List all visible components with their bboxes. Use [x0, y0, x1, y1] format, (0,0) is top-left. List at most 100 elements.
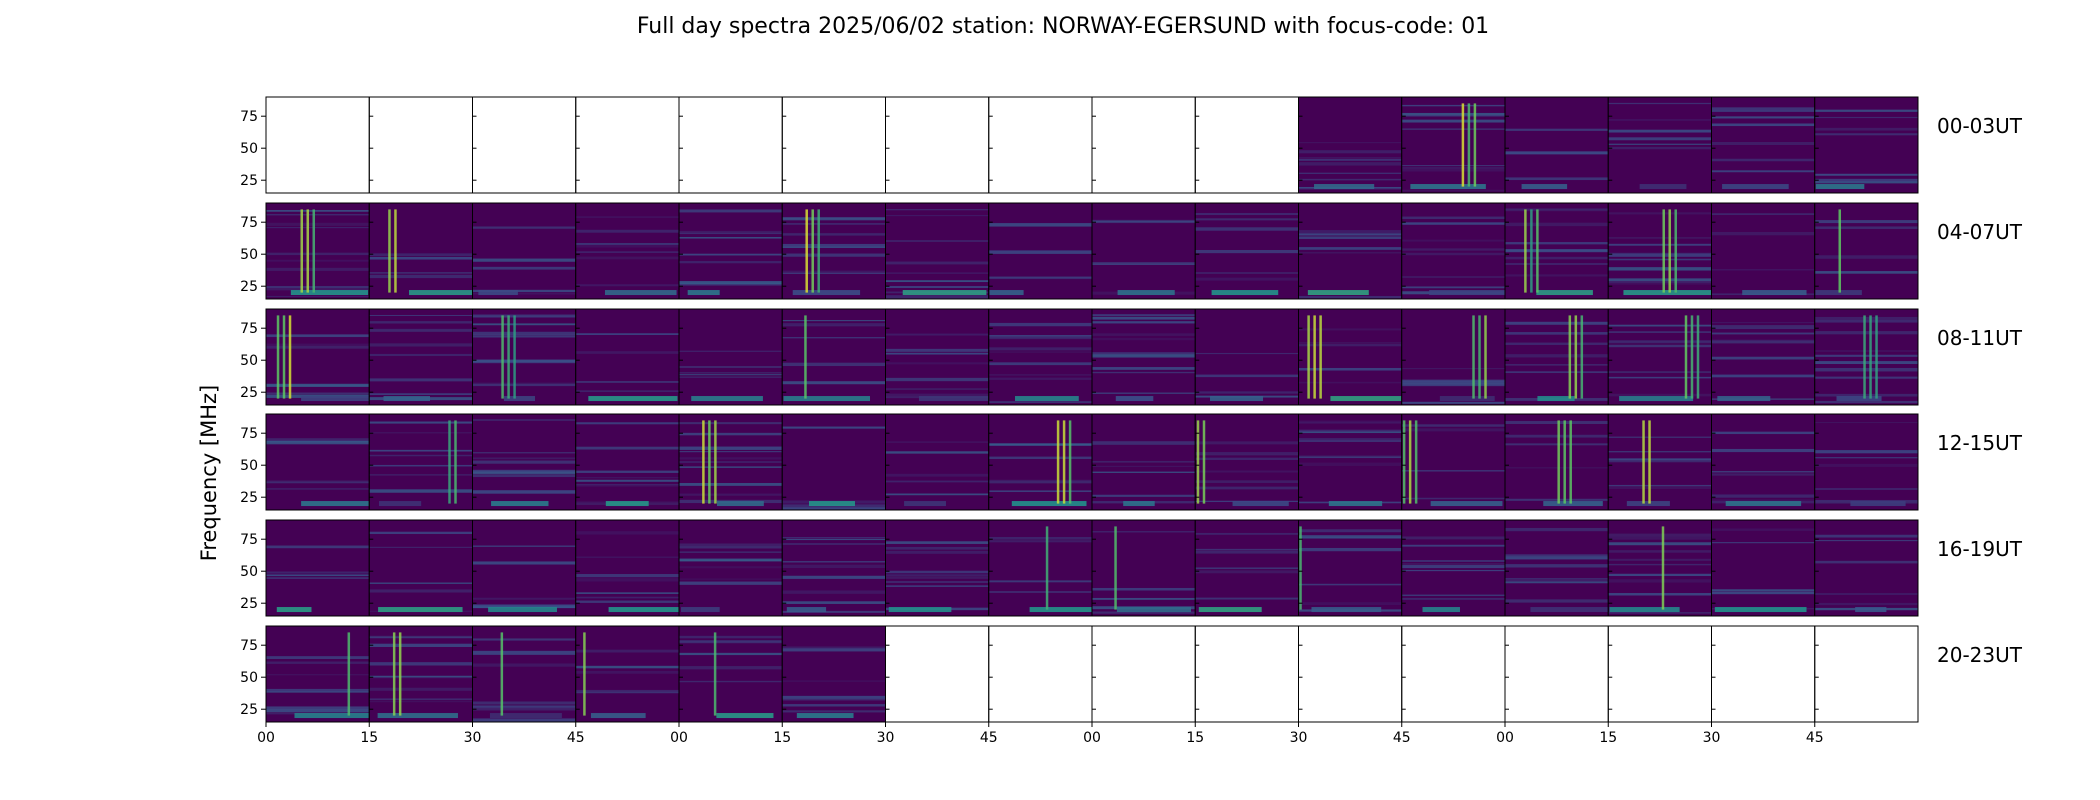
spectral-band: [1814, 400, 1918, 404]
spectrum-background: [266, 414, 370, 510]
spectral-band: [679, 366, 783, 368]
spectrum-heatmap: [1505, 520, 1609, 616]
spectral-band: [1814, 271, 1918, 274]
spectral-band: [1092, 262, 1196, 265]
spectral-band: [782, 426, 886, 429]
spectrum-panel: [368, 519, 473, 617]
spectral-band: [1195, 548, 1299, 551]
y-tick-label: 25: [240, 702, 258, 718]
spectrum-background: [885, 309, 989, 405]
spectrum-heatmap: [988, 414, 1092, 510]
spectral-band: [679, 635, 783, 639]
spectral-band: [885, 352, 989, 355]
spectrum-background: [885, 414, 989, 510]
low-frequency-emission: [1836, 396, 1882, 402]
low-frequency-emission: [1123, 501, 1155, 507]
spectral-band: [575, 600, 679, 603]
spectral-band: [472, 706, 576, 708]
spectral-band: [266, 227, 370, 229]
row-time-label: 12-15UT: [1937, 431, 2023, 455]
spectral-band: [266, 222, 370, 226]
spectral-band: [1814, 463, 1918, 467]
spectral-band: [575, 243, 679, 245]
spectrum-heatmap: [1195, 203, 1299, 299]
spectral-band: [1711, 123, 1815, 127]
low-frequency-emission: [1429, 290, 1505, 296]
spectral-band: [1711, 170, 1815, 173]
spectral-band: [1195, 470, 1299, 473]
spectrum-panel: [575, 625, 680, 723]
burst-stripe: [1408, 420, 1412, 504]
y-tick-label: 25: [240, 490, 258, 506]
spectrum-heatmap: [1195, 309, 1299, 405]
spectral-band: [1505, 599, 1609, 603]
low-frequency-emission: [681, 607, 720, 613]
spectral-band: [1401, 562, 1505, 566]
spectral-band: [679, 374, 783, 376]
spectral-band: [1814, 560, 1918, 564]
spectrum-background: [472, 203, 576, 299]
panel-frame: [1814, 413, 1919, 511]
low-frequency-emission: [1536, 290, 1593, 296]
spectral-band: [1814, 457, 1918, 459]
spectral-band: [1401, 276, 1505, 278]
spectral-band: [1401, 569, 1505, 572]
spectrum-panel: [1607, 96, 1712, 194]
burst-stripe: [1642, 420, 1645, 504]
spectral-band: [575, 578, 679, 582]
burst-stripe: [1313, 315, 1316, 399]
spectral-band: [369, 582, 473, 584]
spectral-band: [988, 401, 1092, 403]
spectral-band: [782, 270, 886, 274]
spectral-band: [1505, 581, 1609, 583]
spectral-band: [1298, 529, 1402, 533]
spectral-band: [885, 480, 989, 483]
spectrum-heatmap: [988, 520, 1092, 616]
spectral-band: [782, 543, 886, 545]
spectral-band: [369, 698, 473, 700]
spectral-band: [988, 362, 1092, 366]
spectrum-panel: [1504, 96, 1609, 194]
spectrum-background: [1298, 97, 1402, 193]
spectrum-panel: [1607, 202, 1712, 300]
spectral-band: [369, 393, 473, 395]
spectral-band: [1401, 544, 1505, 547]
spectral-band: [1711, 107, 1815, 111]
spectrum-panel: [1711, 202, 1816, 300]
spectral-band: [1814, 116, 1918, 119]
spectrum-heatmap: [1401, 203, 1505, 299]
spectra-row-20-23UT: 20-23UT 25 50 75: [240, 625, 2023, 723]
spectrum-panel: [1814, 413, 1919, 511]
spectral-band: [1505, 556, 1609, 560]
spectral-band: [1401, 401, 1505, 404]
spectral-band: [472, 663, 576, 667]
spectral-band: [1711, 116, 1815, 119]
spectral-band: [679, 376, 783, 378]
burst-stripe: [392, 632, 396, 716]
spectral-band: [885, 348, 989, 352]
spectrum-heatmap: [1505, 97, 1609, 193]
spectral-band: [1608, 324, 1712, 327]
spectrum-panel: [1814, 96, 1919, 194]
spectral-band: [782, 680, 886, 682]
spectrum-background: [885, 203, 989, 299]
spectral-band: [679, 422, 783, 425]
spectral-band: [1401, 594, 1505, 596]
spectrum-heatmap: [1092, 309, 1196, 405]
spectral-band: [369, 328, 473, 332]
spectral-band: [472, 701, 576, 705]
burst-stripe: [805, 209, 808, 293]
low-frequency-emission: [1211, 290, 1279, 296]
spectrum-panel: [575, 519, 680, 617]
y-tick-label: 50: [240, 353, 258, 369]
spectrum-heatmap: [266, 414, 370, 510]
spectrum-background: [575, 203, 679, 299]
spectral-band: [369, 700, 473, 703]
spectral-band: [885, 550, 989, 554]
spectral-band: [885, 295, 989, 299]
spectral-band: [782, 324, 886, 327]
y-tick-label: 25: [240, 596, 258, 612]
spectrum-background: [575, 309, 679, 405]
spectral-band: [782, 564, 886, 569]
spectral-band: [1298, 381, 1402, 384]
